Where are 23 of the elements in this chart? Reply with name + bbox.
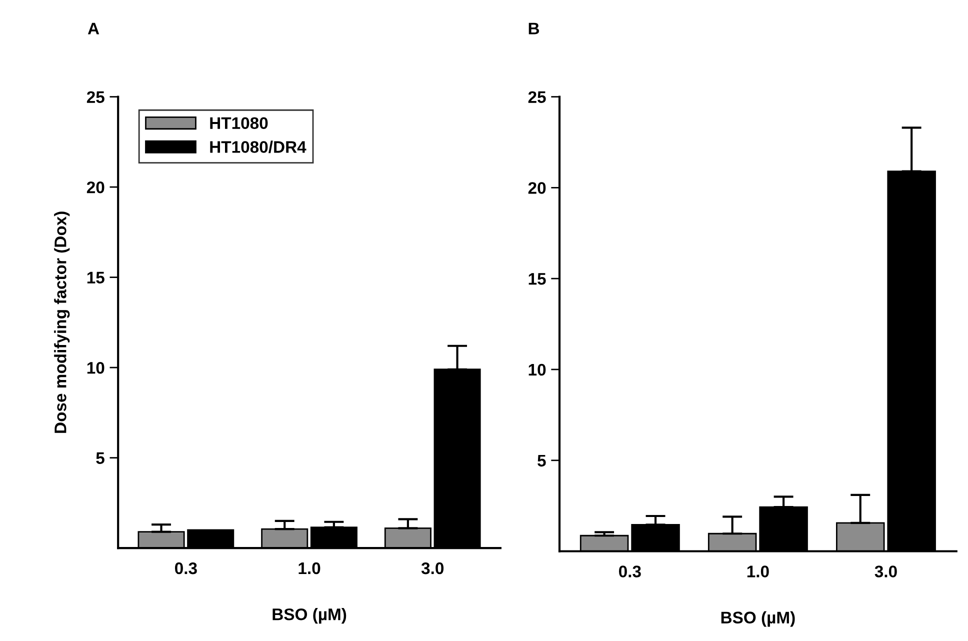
y-tick-label: 10 (528, 364, 546, 376)
y-tick-label: 5 (96, 452, 104, 464)
y-tick-label: 25 (528, 91, 546, 103)
x-axis-title: BSO (µM) (272, 608, 346, 624)
x-tick-label: 1.0 (298, 562, 320, 574)
x-tick-label: 3.0 (421, 562, 444, 574)
y-tick-label: 15 (87, 272, 104, 284)
y-tick-label: 5 (538, 454, 546, 467)
y-tick-label: 20 (528, 182, 546, 194)
y-tick-label: 10 (87, 362, 104, 374)
x-tick-label: 3.0 (874, 566, 897, 578)
x-tick-label: 0.3 (175, 562, 197, 574)
y-tick-label: 25 (86, 91, 104, 103)
y-axis-title: Dose modifying factor (Dox) (54, 212, 70, 433)
legend-label: HT1080 (210, 117, 268, 130)
x-tick-label: 1.0 (747, 566, 769, 578)
chart-title: B (528, 22, 540, 34)
x-tick-label: 0.3 (618, 566, 641, 578)
chart-title: A (88, 22, 100, 34)
y-tick-label: 20 (86, 181, 104, 194)
legend-label: HT1080/DR4 (210, 140, 306, 154)
y-tick-label: 15 (528, 273, 546, 285)
x-axis-title: BSO (µM) (721, 611, 795, 627)
